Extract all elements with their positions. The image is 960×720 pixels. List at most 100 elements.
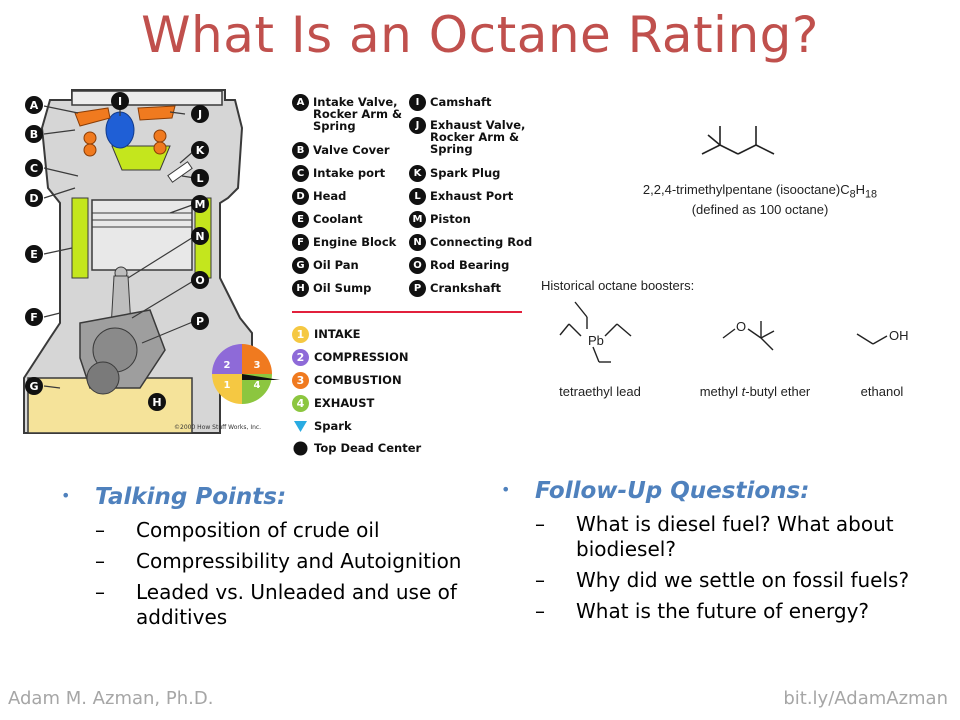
callout-l: L [196, 172, 203, 185]
legend-label: Intake port [313, 166, 386, 180]
callout-d: D [29, 192, 38, 205]
spark-triangle-icon [294, 421, 307, 432]
mtbe-label: methyl t-butyl ether [675, 384, 835, 399]
legend-label: Crankshaft [430, 281, 501, 295]
wheel-number-1: 1 [224, 380, 231, 391]
legend-badge: J [409, 117, 426, 134]
follow-up-text: What is diesel fuel? What about biodiese… [576, 512, 894, 561]
legend-badge: H [292, 280, 309, 297]
spark-legend: Spark [292, 418, 352, 435]
tetraethyl-lead-label: tetraethyl lead [559, 384, 641, 399]
legend-badge: E [292, 211, 309, 228]
spark-label: Spark [314, 419, 352, 433]
dash-glyph: – [535, 512, 545, 536]
follow-up-text: What is the future of energy? [576, 599, 870, 623]
valve-cover [71, 90, 223, 106]
dash-glyph: – [95, 580, 105, 604]
talking-point-item: – Composition of crude oil [95, 518, 475, 543]
stroke-label: INTAKE [314, 327, 361, 341]
callout-j: J [197, 108, 202, 121]
bullet-glyph: • [61, 486, 71, 505]
isooctane-structure [701, 126, 775, 155]
follow-up-questions: • Follow-Up Questions: – What is diesel f… [501, 478, 915, 624]
footer-link[interactable]: bit.ly/AdamAzman [783, 688, 948, 709]
legend-badge: M [409, 211, 426, 228]
tetraethyl-lead-structure [559, 301, 632, 363]
talking-points-heading-row: • Talking Points: [61, 484, 475, 510]
tdc-legend: Top Dead Center [292, 440, 421, 457]
stroke-intake: 1 INTAKE [292, 326, 361, 343]
engine-cutaway-diagram: A B C D E F G H I J K L M N O P 2 3 1 4 [23, 89, 280, 434]
legend-badge: P [409, 280, 426, 297]
legend-label: Exhaust Port [430, 189, 514, 203]
talking-points: • Talking Points: – Composition of crude … [61, 484, 475, 630]
diagram-copyright: ©2000 How Stuff Works, Inc. [174, 424, 262, 431]
legend-label: Intake Valve, Rocker Arm & Spring [313, 95, 402, 133]
legend-label: Valve Cover [313, 143, 390, 157]
talking-point-text: Compressibility and Autoignition [136, 549, 462, 573]
legend-item-n: N Connecting Rod [409, 234, 533, 251]
stroke-combustion: 3 COMBUSTION [292, 372, 402, 389]
stroke-compression: 2 COMPRESSION [292, 349, 409, 366]
legend-label: Oil Sump [313, 281, 372, 295]
pb-label: Pb [588, 333, 604, 348]
legend-item-a: A Intake Valve, Rocker Arm & Spring [292, 94, 404, 132]
mtbe-prefix: methyl [699, 384, 742, 399]
legend-item-g: G Oil Pan [292, 257, 404, 274]
talking-point-item: – Leaded vs. Unleaded and use of additive… [95, 580, 475, 630]
stroke-badge: 2 [292, 349, 309, 366]
stroke-label: EXHAUST [314, 396, 375, 410]
legend-label: Head [313, 189, 347, 203]
legend-item-f: F Engine Block [292, 234, 404, 251]
dash-glyph: – [535, 568, 545, 592]
callout-m: M [195, 198, 206, 211]
legend-item-e: E Coolant [292, 211, 404, 228]
legend-item-h: H Oil Sump [292, 280, 404, 297]
stroke-cycle-wheel: 2 3 1 4 [212, 344, 280, 404]
callout-i: I [118, 95, 122, 108]
legend-badge: D [292, 188, 309, 205]
legend-badge: B [292, 142, 309, 159]
hydroxyl-label: OH [889, 328, 909, 343]
callout-g: G [29, 380, 38, 393]
follow-up-heading: Follow-Up Questions: [535, 478, 810, 504]
oxygen-label: O [736, 319, 746, 334]
follow-up-item: – What is diesel fuel? What about biodies… [535, 512, 915, 562]
isooctane-hydrogen-subscript: 18 [865, 188, 878, 201]
wheel-number-3: 3 [254, 360, 261, 371]
talking-point-text: Leaded vs. Unleaded and use of additives [136, 580, 457, 629]
legend-item-k: K Spark Plug [409, 165, 533, 182]
mtbe-suffix: -butyl ether [745, 384, 811, 399]
rocker-arms [74, 105, 176, 157]
wheel-number-2: 2 [224, 360, 231, 371]
callout-b: B [30, 128, 38, 141]
chemistry-structures: Pb O OH [559, 126, 909, 363]
ethanol-structure [856, 333, 888, 345]
follow-up-heading-row: • Follow-Up Questions: [501, 478, 915, 504]
callout-a: A [30, 99, 39, 112]
dash-glyph: – [95, 549, 105, 573]
footer-author: Adam M. Azman, Ph.D. [8, 688, 214, 709]
talking-points-heading: Talking Points: [95, 484, 287, 510]
follow-up-item: – What is the future of energy? [535, 599, 915, 624]
follow-up-item: – Why did we settle on fossil fuels? [535, 568, 915, 593]
tdc-dot-icon [293, 441, 308, 456]
mtbe-tert: t [741, 384, 746, 399]
slide-title: What Is an Octane Rating? [141, 6, 819, 64]
tdc-label: Top Dead Center [314, 441, 422, 455]
legend-item-d: D Head [292, 188, 404, 205]
stroke-badge: 3 [292, 372, 309, 389]
isooctane-note: (defined as 100 octane) [691, 202, 829, 217]
callout-o: O [195, 274, 204, 287]
stroke-badge: 1 [292, 326, 309, 343]
stroke-exhaust: 4 EXHAUST [292, 395, 374, 412]
legend-item-c: C Intake port [292, 165, 404, 182]
legend-badge: N [409, 234, 426, 251]
stroke-label: COMBUSTION [314, 373, 402, 387]
coolant-left [71, 197, 89, 279]
legend-badge: F [292, 234, 309, 251]
legend-item-i: I Camshaft [409, 94, 533, 111]
follow-up-text: Why did we settle on fossil fuels? [576, 568, 910, 592]
dash-glyph: – [535, 599, 545, 623]
engine-callout-badges: A B C D E F G H I J K L M N O P [25, 92, 209, 411]
